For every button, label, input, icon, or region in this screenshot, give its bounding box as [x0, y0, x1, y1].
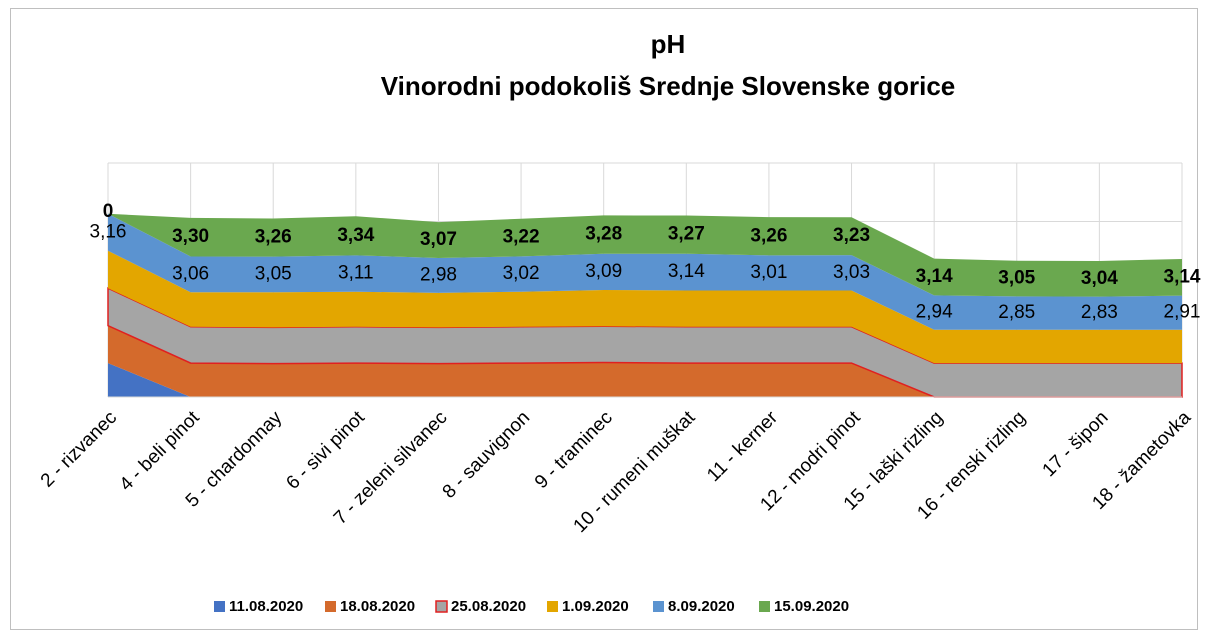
data-label: 3,14: [916, 266, 953, 287]
data-label: 3,05: [255, 263, 292, 284]
legend-swatch: [325, 601, 336, 612]
legend-label: 8.09.2020: [668, 598, 735, 615]
area: [108, 213, 1182, 297]
data-label: 3,23: [833, 225, 870, 246]
data-label: 3,28: [585, 224, 622, 245]
data-label: 2,85: [998, 302, 1035, 323]
data-label: 3,26: [750, 225, 787, 246]
data-label: 3,11: [338, 263, 374, 284]
data-label: 3,30: [172, 226, 209, 247]
legend-swatch: [547, 601, 558, 612]
legend-label: 11.08.2020: [229, 598, 303, 615]
data-label: 3,05: [998, 268, 1035, 289]
legend-swatch: [435, 600, 448, 613]
data-label: 2,83: [1081, 302, 1118, 323]
legend-swatch: [214, 601, 225, 612]
data-label: 3,26: [255, 227, 292, 248]
chart-title: pH: [651, 29, 686, 59]
area: [108, 250, 1182, 364]
data-label: 3,07: [420, 229, 457, 250]
data-label: 3,16: [90, 221, 127, 242]
data-label: 0: [103, 201, 114, 222]
data-label: 2,94: [916, 302, 953, 323]
data-label: 2,91: [1164, 302, 1201, 323]
legend-label: 18.08.2020: [340, 598, 415, 615]
data-label: 3,03: [833, 262, 870, 283]
data-label: 3,34: [337, 225, 374, 246]
legend-label: 1.09.2020: [562, 598, 629, 615]
legend-swatch: [759, 601, 770, 612]
legend-swatch: [653, 601, 664, 612]
chart-subtitle: Vinorodni podokoliš Srednje Slovenske go…: [381, 71, 956, 101]
data-label: 3,02: [503, 263, 540, 284]
data-label: 3,04: [1081, 268, 1118, 289]
area: [108, 325, 1182, 397]
data-label: 3,01: [750, 262, 787, 283]
data-label: 3,06: [172, 263, 209, 284]
legend-label: 25.08.2020: [451, 598, 526, 615]
data-label: 2,98: [420, 264, 457, 285]
area: [108, 213, 1182, 330]
data-label: 3,09: [585, 261, 622, 282]
data-label: 3,22: [503, 227, 540, 248]
data-label: 3,14: [1164, 266, 1201, 287]
data-label: 3,14: [668, 261, 705, 282]
legend-label: 15.09.2020: [774, 598, 849, 615]
data-label: 3,27: [668, 224, 705, 245]
